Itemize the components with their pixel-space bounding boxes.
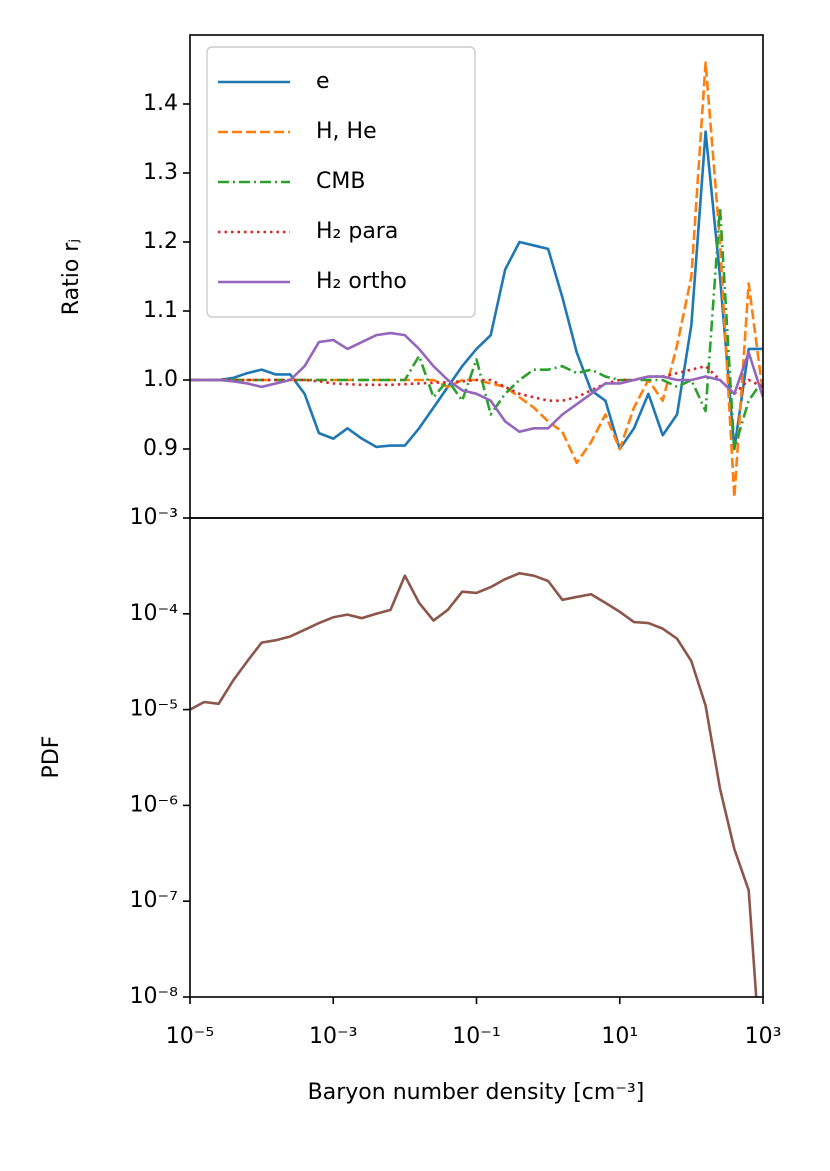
legend-label: H, He: [316, 119, 377, 144]
legend-label: CMB: [316, 169, 365, 194]
series-line: [190, 206, 763, 451]
x-tick-label: 10¹: [601, 1024, 638, 1049]
y-tick-label: 1.3: [143, 160, 178, 185]
series-line: [190, 130, 763, 451]
y-tick-label: 10⁻⁸: [130, 984, 179, 1009]
legend-label: H₂ para: [316, 219, 398, 244]
y-axis-label: Ratio rⱼ: [59, 239, 84, 315]
plot-area: [190, 61, 763, 499]
y-tick-label: 10⁻⁵: [130, 697, 178, 722]
legend-box: [206, 46, 476, 318]
x-tick-label: 10⁻³: [309, 1024, 357, 1049]
y-tick-label: 10⁻³: [130, 505, 178, 530]
y-tick-label: 1.4: [143, 91, 178, 116]
y-tick-label: 1.2: [143, 229, 178, 254]
y-tick-label: 10⁻⁶: [130, 792, 179, 817]
series-line: [190, 571, 758, 997]
legend-label: e: [316, 69, 330, 94]
legend-label: H₂ ortho: [316, 269, 407, 294]
y-tick-label: 0.9: [143, 436, 178, 461]
y-tick-label: 1.1: [143, 298, 178, 323]
x-tick-label: 10³: [745, 1024, 782, 1049]
y-tick-label: 10⁻⁴: [130, 601, 179, 626]
series-line: [190, 364, 763, 402]
x-axis-label: Baryon number density [cm⁻³]: [308, 1080, 645, 1105]
y-tick-label: 10⁻⁷: [130, 888, 178, 913]
x-tick-label: 10⁻¹: [452, 1024, 500, 1049]
axes-frame: [189, 517, 764, 998]
series-line: [190, 331, 763, 434]
x-tick-label: 10⁻⁵: [166, 1024, 214, 1049]
y-axis-label: PDF: [39, 736, 64, 779]
plot-area: [190, 571, 758, 997]
y-tick-label: 1.0: [143, 367, 178, 392]
